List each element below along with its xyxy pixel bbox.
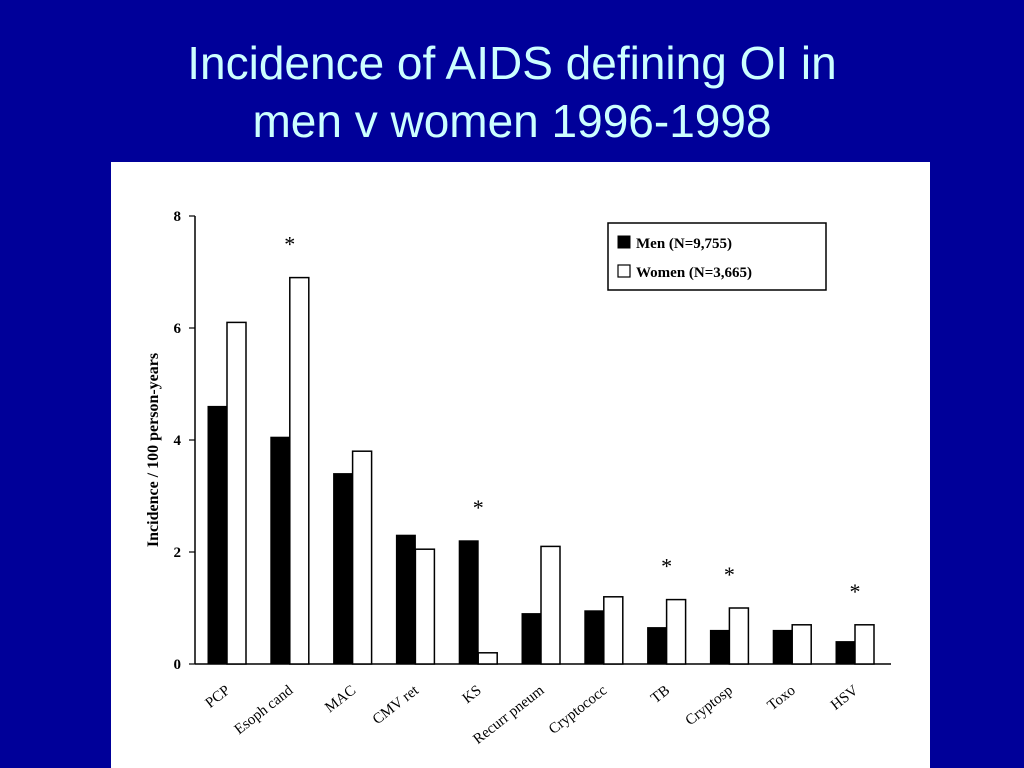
y-axis-label: Incidence / 100 person-years [145,353,162,547]
bar-women-3 [414,548,436,665]
bar-men-2 [333,473,354,665]
significance-marker-8: * [724,562,735,587]
significance-marker-4: * [473,495,484,520]
bar-women-0 [226,321,247,665]
bar-men-1 [270,436,291,665]
y-tick-label-1: 2 [174,545,182,561]
category-label-3: CMV ret [370,682,423,728]
category-label-6: Cryptococc [546,682,611,737]
bar-women-1 [289,276,310,665]
category-label-4: KS [460,683,485,707]
significance-marker-1: * [284,232,295,257]
y-tick-label-3: 6 [174,321,182,337]
y-tick-label-0: 0 [174,657,182,673]
bar-women-5 [540,545,561,665]
legend-swatch-women [617,264,631,278]
category-label-1: Esoph cand [232,682,297,738]
bar-women-8 [728,607,750,665]
legend-swatch-men [617,235,631,249]
bar-women-2 [351,450,373,665]
y-tick-label-4: 8 [174,209,182,225]
category-label-2: MAC [322,683,359,717]
bar-men-0 [207,405,228,665]
bar-women-10 [854,624,875,665]
bar-men-3 [395,534,416,665]
legend-label-women: Women (N=3,665) [636,265,752,281]
category-label-10: HSV [828,682,862,713]
bar-women-4 [477,652,498,665]
chart-panel: 0 2 4 6 8 Incidence / 100 person-years PCP Esop… [111,162,930,768]
bar-men-6 [584,610,605,665]
bar-men-5 [521,613,542,665]
category-label-9: Toxo [765,683,799,714]
category-label-8: Cryptosp [683,683,736,729]
y-tick-label-2: 4 [174,433,182,449]
significance-marker-7: * [661,554,672,579]
bar-men-9 [772,629,793,665]
bar-women-9 [791,624,812,665]
bar-women-7 [665,598,687,665]
legend-label-men: Men (N=9,755) [636,236,732,252]
slide-title: Incidence of AIDS defining OI in men v w… [0,34,1024,150]
bar-men-10 [835,641,856,665]
bar-men-4 [458,540,479,665]
legend-box [607,222,827,291]
significance-marker-10: * [850,579,861,604]
bar-women-6 [603,596,624,665]
slide-title-line-2: men v women 1996-1998 [252,95,772,147]
bar-men-7 [647,627,668,665]
category-label-7: TB [648,683,673,707]
bar-men-8 [709,629,730,665]
slide-title-line-1: Incidence of AIDS defining OI in [187,37,837,89]
bar-chart: 0 2 4 6 8 Incidence / 100 person-years PCPEsop… [145,209,891,748]
category-label-0: PCP [203,683,234,712]
